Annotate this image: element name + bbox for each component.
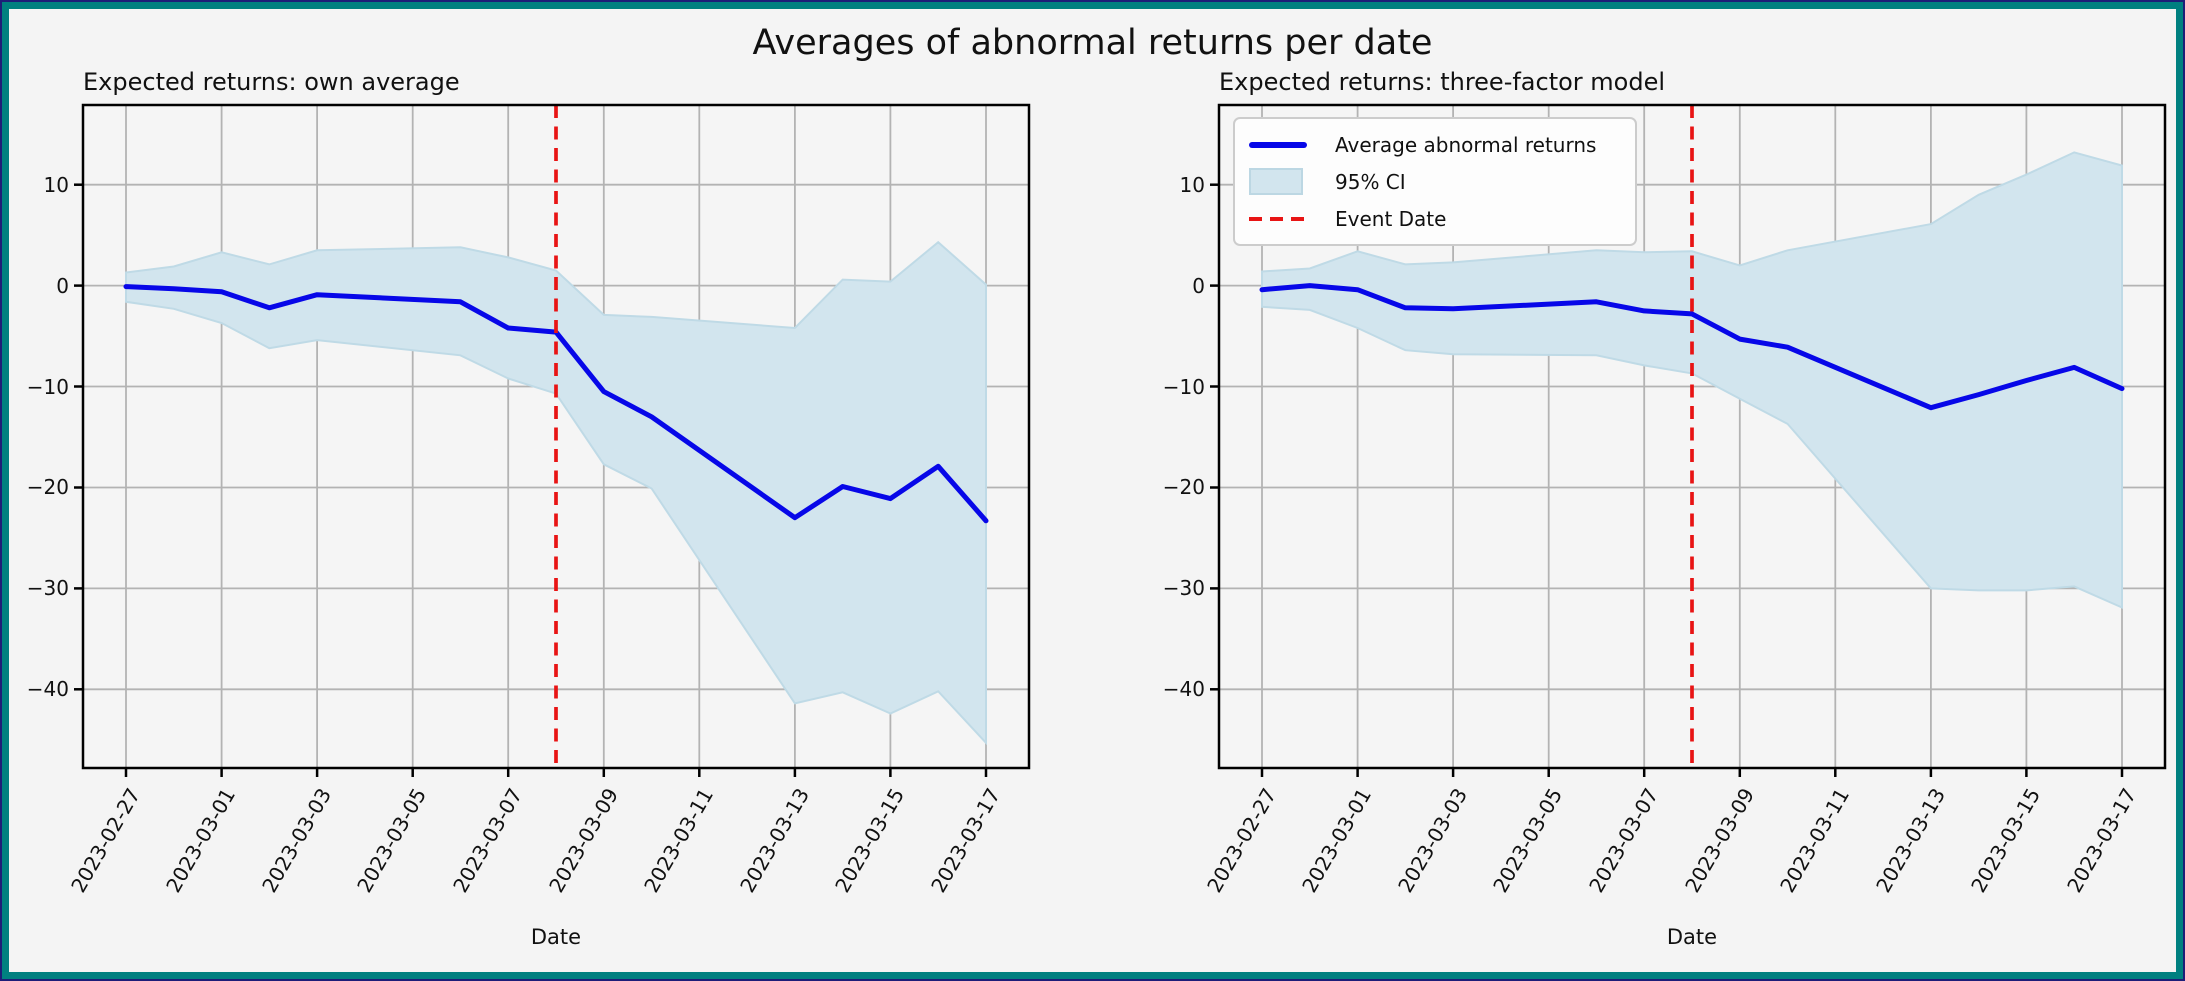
charts-svg: [74, 103, 2167, 777]
legend-label: Average abnormal returns: [1335, 132, 1597, 157]
legend-ci-patch-swatch: [1249, 168, 1303, 195]
plot-spines: [81, 103, 1031, 770]
subplot-title-three-factor: Expected returns: three-factor model: [1219, 68, 1666, 96]
legend-item-95-ci: 95% CI: [1249, 163, 1621, 200]
figure-title: Averages of abnormal returns per date: [752, 23, 1433, 63]
average-abnormal-returns-line: [1259, 283, 2125, 411]
legend-box: Average abnormal returns 95% CI Event Da…: [1233, 117, 1637, 246]
confidence-band: [1261, 151, 2123, 610]
plot-spines: [1217, 103, 2167, 770]
subplot-title-own-average: Expected returns: own average: [83, 68, 460, 96]
legend-label: 95% CI: [1335, 169, 1406, 194]
legend-item-average-abnormal-returns: Average abnormal returns: [1249, 126, 1621, 163]
legend-label: Event Date: [1335, 206, 1447, 231]
legend-line-swatch: [1249, 141, 1307, 148]
figure-canvas: Averages of abnormal returns per date Ex…: [9, 9, 2176, 972]
legend-item-event-date: Event Date: [1249, 200, 1621, 237]
x-axis-label-left: Date: [530, 925, 582, 949]
confidence-band: [125, 240, 987, 746]
legend-event-dash-swatch: [1249, 216, 1307, 221]
x-axis-label-right: Date: [1666, 925, 1718, 949]
